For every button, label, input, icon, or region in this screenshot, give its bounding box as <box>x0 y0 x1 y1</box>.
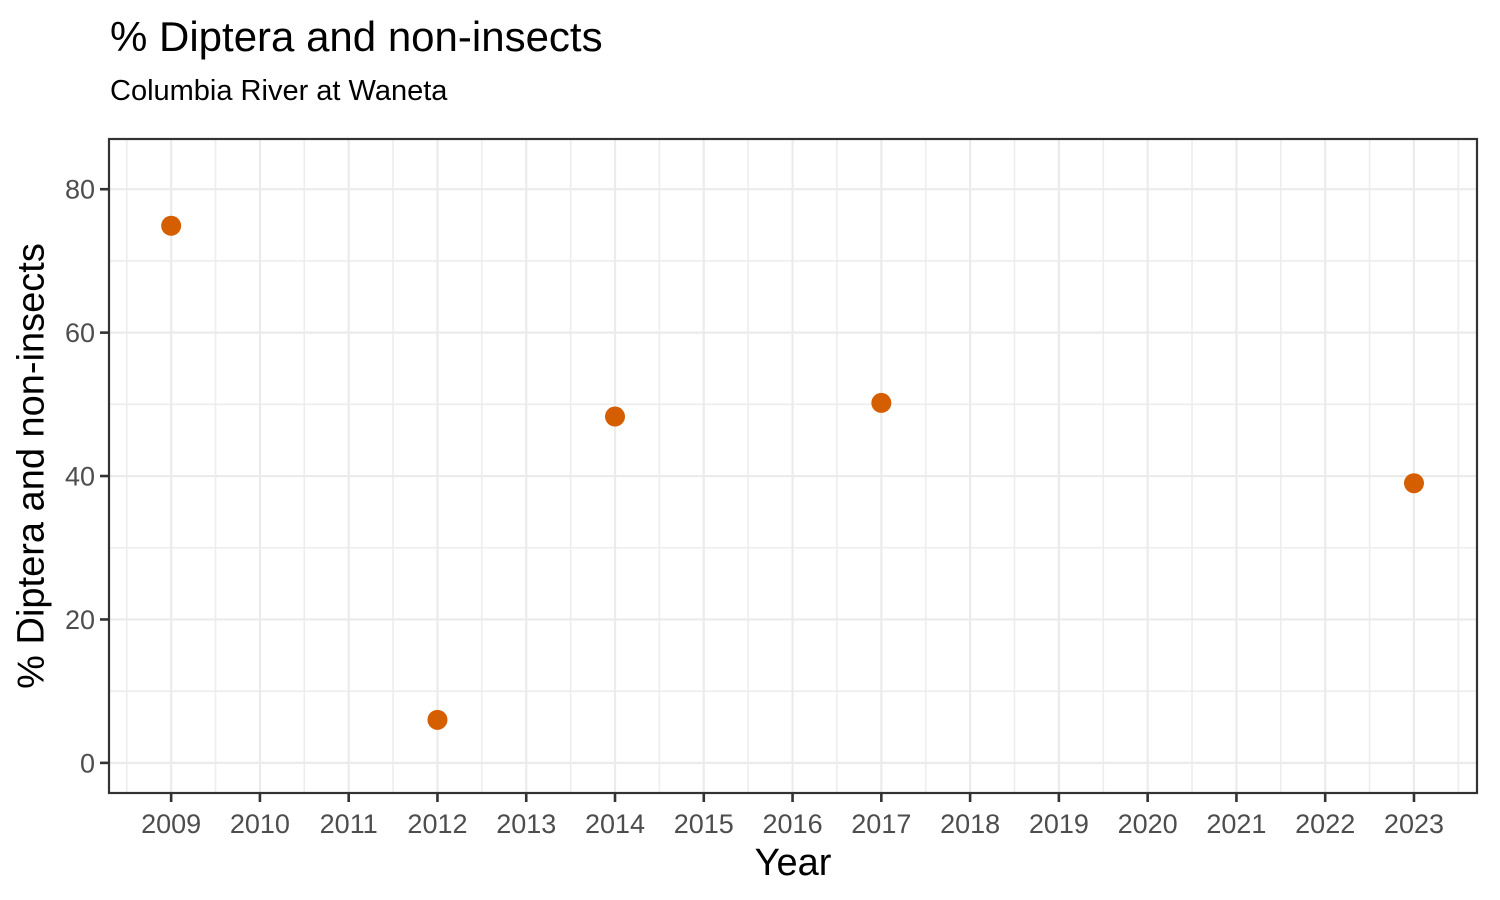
x-tick-label: 2021 <box>1206 809 1266 839</box>
x-tick-label: 2014 <box>585 809 645 839</box>
y-axis-title: % Diptera and non-insects <box>10 243 53 689</box>
data-point <box>605 406 626 427</box>
x-tick-label: 2009 <box>141 809 201 839</box>
chart-title: % Diptera and non-insects <box>110 13 603 60</box>
x-tick-label: 2016 <box>763 809 823 839</box>
data-point <box>427 709 448 730</box>
x-tick-label: 2011 <box>320 809 378 839</box>
x-tick-label: 2023 <box>1384 809 1444 839</box>
x-axis-title: Year <box>754 842 832 884</box>
data-point <box>871 392 892 413</box>
y-tick-label: 0 <box>80 748 95 778</box>
x-tick-label: 2012 <box>407 809 467 839</box>
data-point <box>1403 473 1424 494</box>
x-tick-label: 2018 <box>940 809 1000 839</box>
chart-subtitle: Columbia River at Waneta <box>110 75 448 107</box>
x-tick-label: 2010 <box>230 809 290 839</box>
x-tick-label: 2019 <box>1029 809 1089 839</box>
y-tick-label: 60 <box>65 318 95 348</box>
x-tick-label: 2015 <box>674 809 734 839</box>
data-point <box>161 215 182 236</box>
y-tick-label: 80 <box>65 175 95 205</box>
y-tick-label: 40 <box>65 462 95 492</box>
x-tick-label: 2020 <box>1118 809 1178 839</box>
x-tick-label: 2013 <box>496 809 556 839</box>
x-tick-label: 2022 <box>1295 809 1355 839</box>
x-tick-label: 2017 <box>851 809 911 839</box>
y-tick-label: 20 <box>65 605 95 635</box>
panel-border <box>107 137 1479 795</box>
